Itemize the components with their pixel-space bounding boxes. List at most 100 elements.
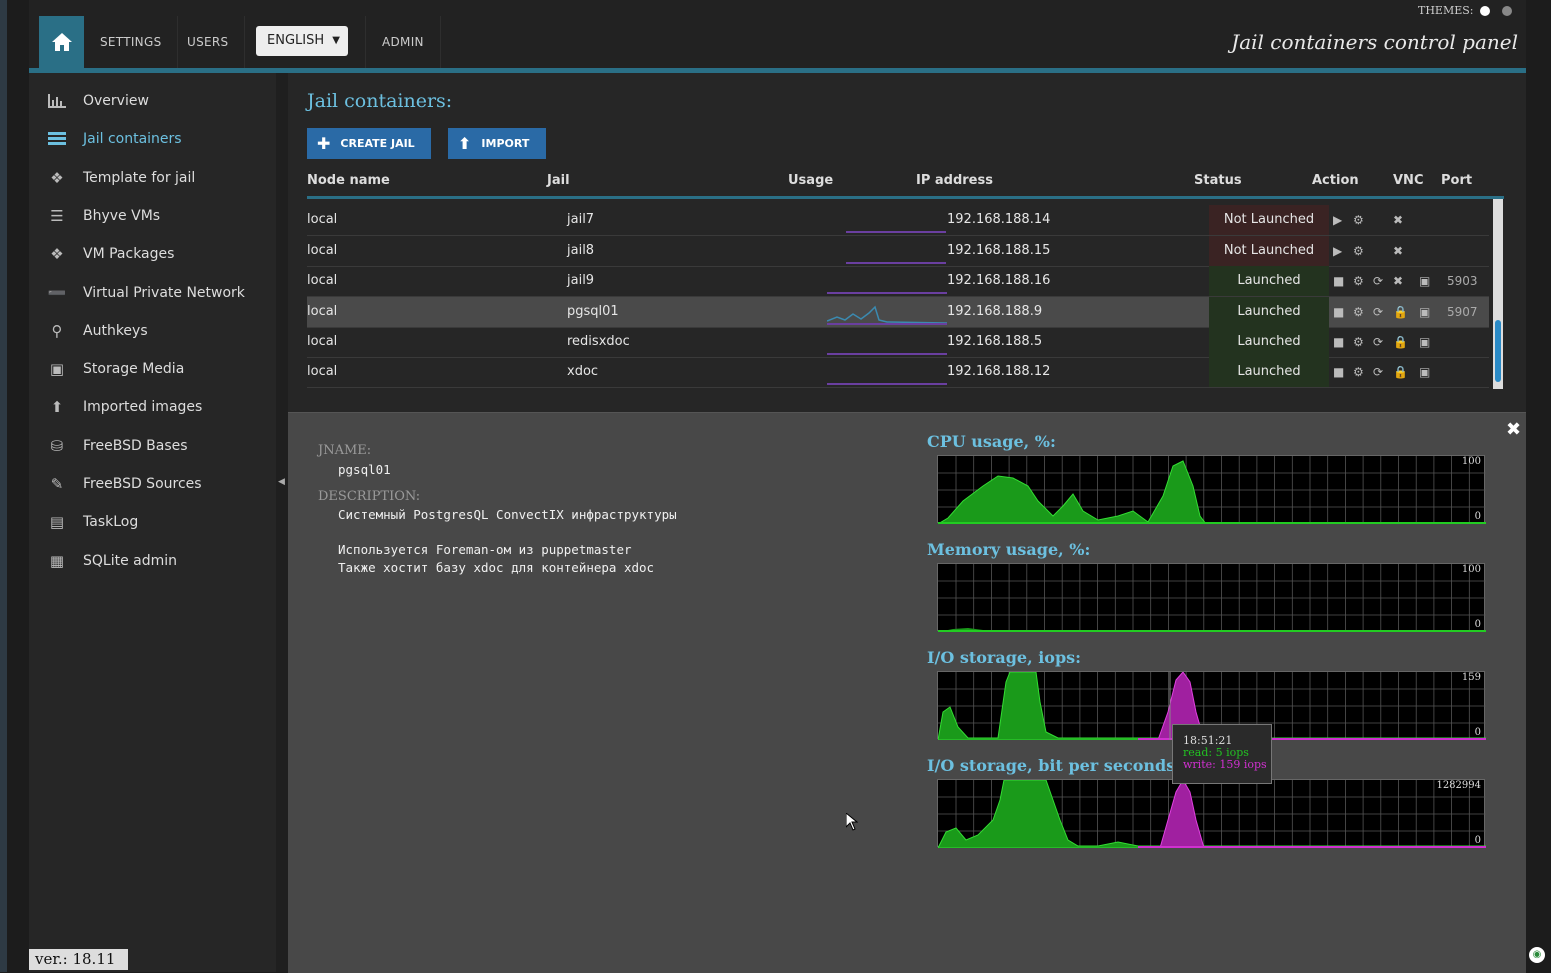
desktop-edge-left bbox=[0, 0, 7, 972]
sidebar-item-storage-media[interactable]: ▣ Storage Media bbox=[47, 355, 184, 383]
lock-icon[interactable]: 🔒 bbox=[1393, 365, 1408, 379]
restart-icon[interactable]: ⟳ bbox=[1373, 335, 1384, 349]
stop-icon[interactable]: ■ bbox=[1333, 305, 1345, 319]
memory-graph-canvas bbox=[938, 564, 1486, 632]
lock-icon[interactable]: 🔒 bbox=[1393, 305, 1408, 319]
language-value: ENGLISH bbox=[267, 33, 325, 48]
sidebar-item-label: Storage Media bbox=[83, 361, 185, 377]
table-row[interactable]: local xdoc 192.168.188.12 Launched ■ ⚙ ⟳… bbox=[307, 357, 1489, 388]
start-icon[interactable]: ▶ bbox=[1333, 213, 1343, 227]
node-cell: local bbox=[307, 212, 338, 227]
monitor-icon[interactable]: ▣ bbox=[1419, 305, 1431, 319]
cpu-graph-title: CPU usage, %: bbox=[927, 432, 1056, 451]
nav-users[interactable]: USERS bbox=[171, 16, 246, 68]
app-window: SETTINGS USERS ENGLISH ▼ ADMIN Jail cont… bbox=[29, 0, 1526, 973]
sidebar-item-virtual-private-network[interactable]: ➖ Virtual Private Network bbox=[47, 279, 245, 307]
remove-icon[interactable]: ✖ bbox=[1393, 213, 1404, 227]
sidebar-item-overview[interactable]: Overview bbox=[47, 87, 149, 115]
theme-light-dot[interactable] bbox=[1479, 5, 1490, 16]
create-jail-button[interactable]: ✚ CREATE JAIL bbox=[307, 128, 431, 159]
jail-cell: redisxdoc bbox=[567, 334, 630, 349]
column-header-status[interactable]: Status bbox=[1194, 173, 1242, 188]
start-icon[interactable]: ▶ bbox=[1333, 244, 1343, 258]
column-header-usage[interactable]: Usage bbox=[788, 173, 834, 188]
sidebar-item-jail-containers[interactable]: Jail containers bbox=[47, 125, 182, 153]
monitor-icon[interactable]: ▣ bbox=[1419, 365, 1431, 379]
gear-icon[interactable]: ⚙ bbox=[1353, 244, 1364, 258]
monitor-icon[interactable]: ▣ bbox=[1419, 274, 1431, 288]
gear-icon[interactable]: ⚙ bbox=[1353, 365, 1364, 379]
bar-chart-icon bbox=[47, 94, 67, 108]
lock-icon[interactable]: 🔒 bbox=[1393, 335, 1408, 349]
import-button[interactable]: ⬆ IMPORT bbox=[448, 128, 546, 159]
sidebar-item-sqlite-admin[interactable]: ▦ SQLite admin bbox=[47, 547, 177, 575]
restart-icon[interactable]: ⟳ bbox=[1373, 274, 1384, 288]
collapse-arrow-icon[interactable]: ◀ bbox=[278, 477, 285, 487]
topbar-accent-line bbox=[29, 68, 1526, 73]
ip-cell: 192.168.188.12 bbox=[947, 364, 1051, 379]
monitor-icon[interactable]: ▣ bbox=[1419, 335, 1431, 349]
graph-max-label: 100 bbox=[1461, 456, 1481, 467]
home-button[interactable] bbox=[39, 16, 84, 68]
tooltip-read: read: 5 iops bbox=[1183, 746, 1249, 759]
restart-icon[interactable]: ⟳ bbox=[1373, 365, 1384, 379]
stop-icon[interactable]: ■ bbox=[1333, 274, 1345, 288]
app-title: Jail containers control panel bbox=[1231, 30, 1518, 54]
sidebar: Overview Jail containers ❖ Template for … bbox=[29, 73, 276, 972]
stop-icon[interactable]: ■ bbox=[1333, 365, 1345, 379]
node-cell: local bbox=[307, 273, 338, 288]
table-row[interactable]: local redisxdoc 192.168.188.5 Launched ■… bbox=[307, 327, 1489, 358]
sidebar-item-freebsd-bases[interactable]: ⛁ FreeBSD Bases bbox=[47, 432, 188, 460]
column-header-vnc: VNC bbox=[1393, 173, 1424, 188]
gear-icon[interactable]: ⚙ bbox=[1353, 305, 1364, 319]
sidebar-item-label: TaskLog bbox=[83, 514, 139, 530]
bps-graph-title: I/O storage, bit per seconds bbox=[927, 756, 1176, 775]
sidebar-item-label: Virtual Private Network bbox=[83, 285, 245, 301]
jail-cell: xdoc bbox=[567, 364, 599, 379]
restart-icon[interactable]: ⟳ bbox=[1373, 305, 1384, 319]
column-header-jail[interactable]: Jail bbox=[547, 173, 570, 188]
sidebar-item-imported-images[interactable]: ⬆ Imported images bbox=[47, 393, 203, 421]
table-row[interactable]: local jail9 192.168.188.16 Launched ■ ⚙ … bbox=[307, 266, 1489, 297]
language-select[interactable]: ENGLISH ▼ bbox=[256, 26, 348, 56]
sidebar-item-tasklog[interactable]: ▤ TaskLog bbox=[47, 508, 138, 536]
close-icon[interactable]: ✖ bbox=[1506, 419, 1522, 440]
sidebar-item-label: Jail containers bbox=[83, 131, 182, 147]
column-header-node[interactable]: Node name bbox=[307, 173, 390, 188]
eye-icon[interactable]: ◉ bbox=[1529, 947, 1545, 963]
theme-dark-dot[interactable] bbox=[1501, 5, 1512, 16]
nav-admin[interactable]: ADMIN bbox=[365, 16, 441, 68]
memory-usage-graph: 100 0 bbox=[937, 563, 1486, 632]
gear-icon[interactable]: ⚙ bbox=[1353, 274, 1364, 288]
table-scrollbar-track[interactable] bbox=[1493, 199, 1503, 389]
status-badge: Not Launched bbox=[1209, 236, 1329, 266]
table-scrollbar-thumb[interactable] bbox=[1495, 320, 1501, 382]
table-row-selected[interactable]: local pgsql01 192.168.188.9 Launched ■ ⚙… bbox=[307, 297, 1489, 328]
gear-icon[interactable]: ⚙ bbox=[1353, 213, 1364, 227]
nav-settings[interactable]: SETTINGS bbox=[84, 16, 179, 68]
table-row[interactable]: local jail7 192.168.188.14 Not Launched … bbox=[307, 205, 1489, 236]
sidebar-item-freebsd-sources[interactable]: ✎ FreeBSD Sources bbox=[47, 470, 202, 498]
gear-icon[interactable]: ⚙ bbox=[1353, 335, 1364, 349]
stop-icon[interactable]: ■ bbox=[1333, 335, 1345, 349]
sidebar-item-label: SQLite admin bbox=[83, 553, 178, 569]
sidebar-item-vm-packages[interactable]: ❖ VM Packages bbox=[47, 240, 174, 268]
node-cell: local bbox=[307, 304, 338, 319]
usage-sparkline bbox=[827, 353, 947, 355]
database-icon: ⛁ bbox=[50, 437, 64, 455]
version-label: ver.: 18.11 bbox=[29, 949, 128, 970]
sidebar-item-authkeys[interactable]: ⚲ Authkeys bbox=[47, 317, 148, 345]
column-header-ip[interactable]: IP address bbox=[916, 173, 993, 188]
sidebar-item-template-for-jail[interactable]: ❖ Template for jail bbox=[47, 164, 195, 192]
sidebar-item-bhyve-vms[interactable]: ☰ Bhyve VMs bbox=[47, 202, 160, 230]
sidebar-item-label: VM Packages bbox=[83, 246, 175, 262]
remove-icon[interactable]: ✖ bbox=[1393, 244, 1404, 258]
remove-icon[interactable]: ✖ bbox=[1393, 274, 1404, 288]
description-label: DESCRIPTION: bbox=[318, 489, 421, 504]
table-row[interactable]: local jail8 192.168.188.15 Not Launched … bbox=[307, 236, 1489, 267]
cubes-icon: ❖ bbox=[50, 169, 64, 187]
usage-sparkline bbox=[846, 231, 946, 233]
ip-cell: 192.168.188.9 bbox=[947, 304, 1043, 319]
list-icon: ☰ bbox=[50, 207, 64, 225]
sidebar-splitter[interactable]: ◀ bbox=[276, 73, 288, 972]
